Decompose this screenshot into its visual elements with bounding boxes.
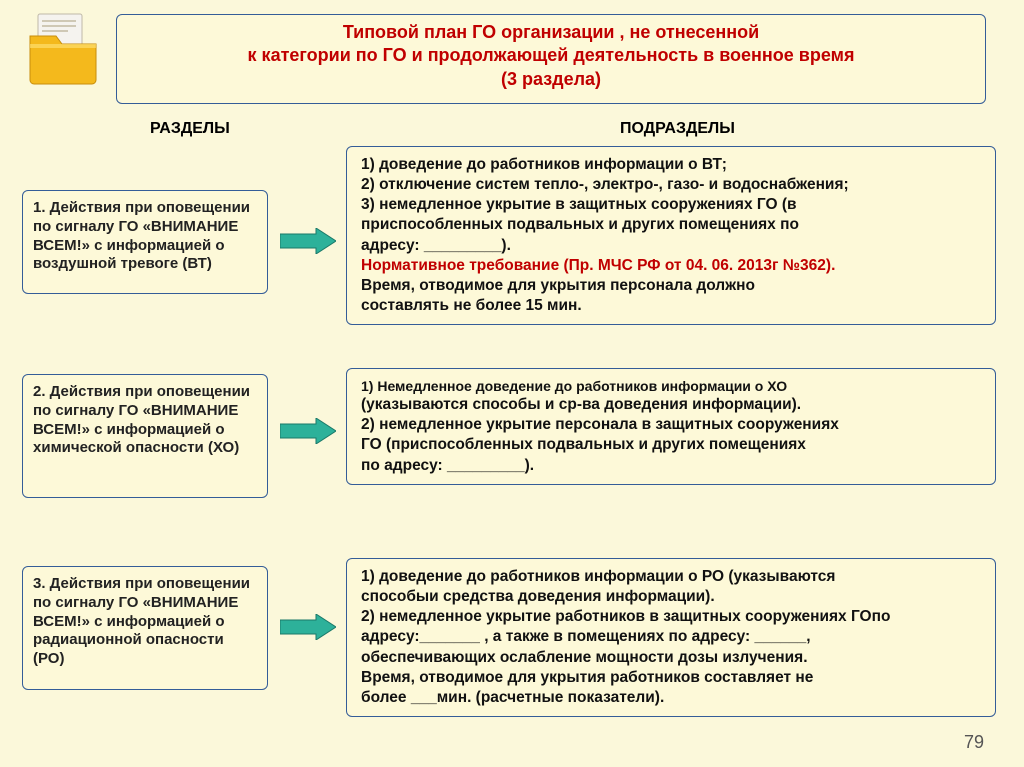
header-box: Типовой план ГО организации , не отнесен…	[116, 14, 986, 104]
section-3: 3. Действия при оповещении по сигналу ГО…	[22, 566, 268, 690]
subsection-1: 1) доведение до работников информации о …	[346, 146, 996, 325]
sub1-l2: 2) отключение систем тепло-, электро-, г…	[361, 175, 981, 195]
section-3-text: 3. Действия при оповещении по сигналу ГО…	[33, 575, 250, 667]
sub1-l7: составлять не более 15 мин.	[361, 296, 981, 316]
sub1-red: Нормативное требование (Пр. МЧС РФ от 04…	[361, 257, 835, 274]
subsections-label: ПОДРАЗДЕЛЫ	[620, 120, 735, 138]
sub1-l6: Время, отводимое для укрытия персонала д…	[361, 276, 981, 296]
sub3-l4: адресу:_______ , а также в помещениях по…	[361, 627, 981, 647]
sub3-l2: способыи средства доведения информации).	[361, 587, 981, 607]
title-line-2: к категории по ГО и продолжающей деятель…	[248, 45, 855, 65]
sub2-l4: ГО (приспособленных подвальных и других …	[361, 435, 981, 455]
sub1-l3: 3) немедленное укрытие в защитных сооруж…	[361, 195, 981, 215]
subsection-3: 1) доведение до работников информации о …	[346, 558, 996, 717]
folder-icon	[22, 8, 102, 88]
sub3-l5: обеспечивающих ослабление мощности дозы …	[361, 648, 981, 668]
arrow-1-icon	[280, 228, 336, 254]
sub1-l4: приспособленных подвальных и других поме…	[361, 215, 981, 235]
section-2-text: 2. Действия при оповещении по сигналу ГО…	[33, 383, 250, 456]
sub2-l2: (указываются способы и ср-ва доведения и…	[361, 395, 981, 415]
sub3-l1: 1) доведение до работников информации о …	[361, 567, 981, 587]
title-line-3: (3 раздела)	[501, 69, 601, 89]
sub3-l7: более ___мин. (расчетные показатели).	[361, 688, 981, 708]
arrow-2-icon	[280, 418, 336, 444]
page-title: Типовой план ГО организации , не отнесен…	[129, 21, 973, 91]
sub2-l3: 2) немедленное укрытие персонала в защит…	[361, 415, 981, 435]
title-line-1: Типовой план ГО организации , не отнесен…	[343, 22, 759, 42]
arrow-3-icon	[280, 614, 336, 640]
subsection-2: 1) Немедленное доведение до работников и…	[346, 368, 996, 485]
sub1-l1: 1) доведение до работников информации о …	[361, 155, 981, 175]
sub2-l5: по адресу: _________).	[361, 456, 981, 476]
section-1-text: 1. Действия при оповещении по сигналу ГО…	[33, 199, 250, 272]
page-number: 79	[964, 732, 984, 753]
sections-label: РАЗДЕЛЫ	[150, 120, 230, 138]
section-2: 2. Действия при оповещении по сигналу ГО…	[22, 374, 268, 498]
sub3-l3: 2) немедленное укрытие работников в защи…	[361, 607, 981, 627]
sub1-l5: адресу: _________).	[361, 236, 981, 256]
sub3-l6: Время, отводимое для укрытия работников …	[361, 668, 981, 688]
sub2-l1: 1) Немедленное доведение до работников и…	[361, 377, 981, 395]
section-1: 1. Действия при оповещении по сигналу ГО…	[22, 190, 268, 294]
